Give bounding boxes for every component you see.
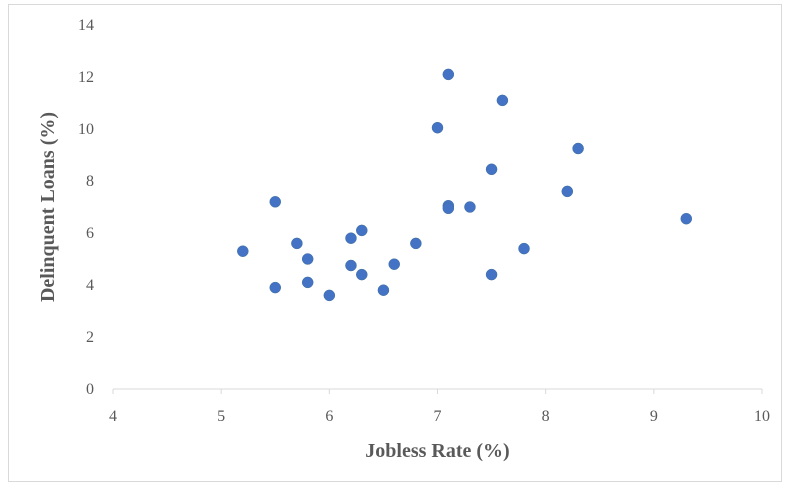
y-tick-label: 8 — [86, 173, 94, 190]
data-point — [410, 237, 422, 250]
data-point — [345, 232, 357, 244]
data-point — [442, 202, 455, 215]
y-tick-label: 2 — [86, 329, 94, 346]
x-axis-title: Jobless Rate (%) — [365, 440, 509, 462]
data-point — [356, 224, 368, 237]
data-point — [301, 253, 314, 265]
data-point — [680, 212, 693, 225]
data-point — [518, 242, 530, 255]
y-tick-labels: 0 2 4 6 8 10 12 14 — [78, 17, 94, 398]
y-tick-label: 14 — [78, 17, 94, 34]
data-point — [269, 281, 281, 294]
data-point — [442, 68, 455, 81]
data-point — [485, 268, 498, 281]
data-point — [485, 163, 498, 176]
data-point — [431, 121, 444, 134]
data-point — [345, 259, 357, 272]
y-axis-title: Delinquent Loans (%) — [37, 112, 59, 302]
data-point — [356, 268, 368, 281]
y-tick-label: 4 — [86, 277, 94, 294]
data-point — [301, 276, 314, 289]
x-tick-label: 8 — [542, 408, 550, 425]
data-point — [572, 142, 584, 155]
data-point — [237, 245, 249, 257]
data-point — [323, 289, 336, 302]
x-tick-label: 4 — [109, 408, 117, 425]
data-point — [388, 258, 400, 270]
data-point — [291, 237, 303, 250]
y-tick-label: 10 — [78, 121, 94, 138]
data-point — [377, 284, 390, 296]
y-tick-label: 0 — [86, 381, 94, 398]
x-tick-label: 10 — [754, 408, 770, 425]
data-point — [496, 94, 509, 107]
x-tick-label: 7 — [434, 408, 442, 425]
x-tick-labels: 4 5 6 7 8 9 10 — [109, 408, 770, 425]
data-points — [237, 68, 693, 302]
data-point — [464, 201, 476, 213]
x-tick-label: 9 — [650, 408, 658, 425]
x-tick-label: 5 — [217, 408, 225, 425]
y-tick-label: 12 — [78, 69, 94, 86]
data-point — [561, 185, 574, 198]
x-tick-marks — [112, 389, 763, 394]
chart-area — [8, 4, 782, 482]
y-tick-label: 6 — [86, 225, 94, 242]
data-point — [269, 196, 281, 208]
x-tick-label: 6 — [325, 408, 333, 425]
